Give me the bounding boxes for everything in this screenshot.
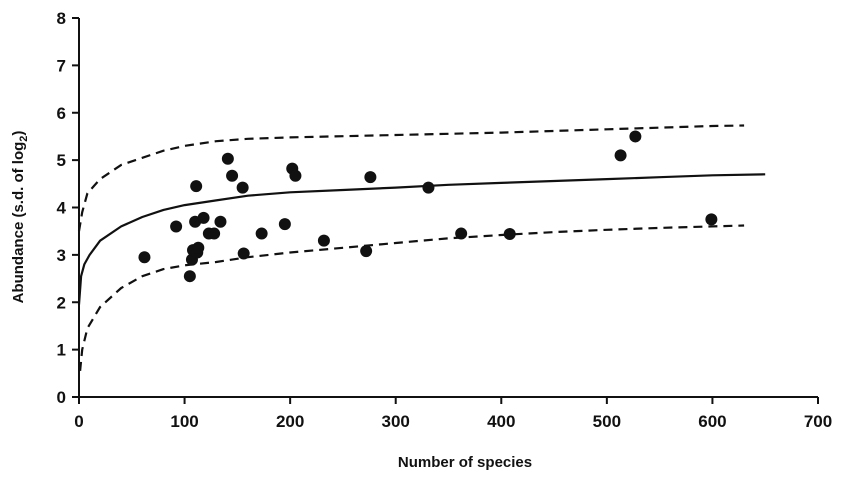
data-point (503, 228, 516, 241)
data-point (317, 234, 330, 247)
data-point (614, 149, 627, 162)
y-tick-label: 4 (57, 199, 67, 218)
confidence-curve-dashed (79, 224, 745, 372)
data-point (278, 218, 291, 231)
y-tick-label: 0 (57, 388, 66, 407)
y-axis-title-main: Abundance (s.d. of log (10, 142, 27, 304)
x-tick-label: 700 (804, 412, 832, 431)
data-point (226, 169, 239, 182)
y-tick-label: 6 (57, 104, 66, 123)
fitted-curves (77, 124, 766, 372)
fitted-curve-solid (77, 173, 766, 305)
data-point (360, 245, 373, 258)
data-point (214, 215, 227, 228)
data-point (237, 247, 250, 260)
y-tick-label: 5 (57, 151, 66, 170)
y-axis-title-subscript: 2 (18, 136, 30, 142)
y-tick-label: 3 (57, 246, 66, 265)
data-point (255, 227, 268, 240)
data-point (455, 227, 468, 240)
y-tick-label: 7 (57, 56, 66, 75)
x-tick-label: 300 (382, 412, 410, 431)
x-tick-label: 200 (276, 412, 304, 431)
data-point (422, 181, 435, 194)
y-axis-title-suffix: ) (10, 131, 27, 136)
y-tick-label: 8 (57, 9, 66, 28)
data-point (197, 211, 210, 224)
x-tick-label: 0 (74, 412, 83, 431)
data-point (138, 251, 151, 264)
data-point (183, 270, 196, 283)
data-point (364, 171, 377, 184)
x-tick-label: 100 (170, 412, 198, 431)
data-point (629, 130, 642, 143)
data-points (138, 130, 718, 283)
axis-labels: Number of species Abundance (s.d. of log… (10, 131, 532, 471)
data-point (289, 169, 302, 182)
x-tick-label: 600 (698, 412, 726, 431)
data-point (221, 152, 234, 165)
axes: 0 1 2 3 4 5 6 7 8 0 100 200 300 400 500 600 700 (57, 9, 833, 431)
x-tick-label: 400 (487, 412, 515, 431)
data-point (705, 213, 718, 226)
data-point (170, 220, 183, 233)
data-point (236, 181, 249, 194)
data-point (208, 227, 221, 240)
data-point (190, 180, 203, 193)
x-tick-label: 500 (593, 412, 621, 431)
confidence-curve-dashed (77, 124, 745, 232)
x-axis-title: Number of species (398, 454, 532, 471)
data-point (192, 241, 205, 254)
y-tick-label: 2 (57, 293, 66, 312)
y-tick-label: 1 (57, 341, 66, 360)
y-axis-title: Abundance (s.d. of log2) (10, 131, 30, 304)
